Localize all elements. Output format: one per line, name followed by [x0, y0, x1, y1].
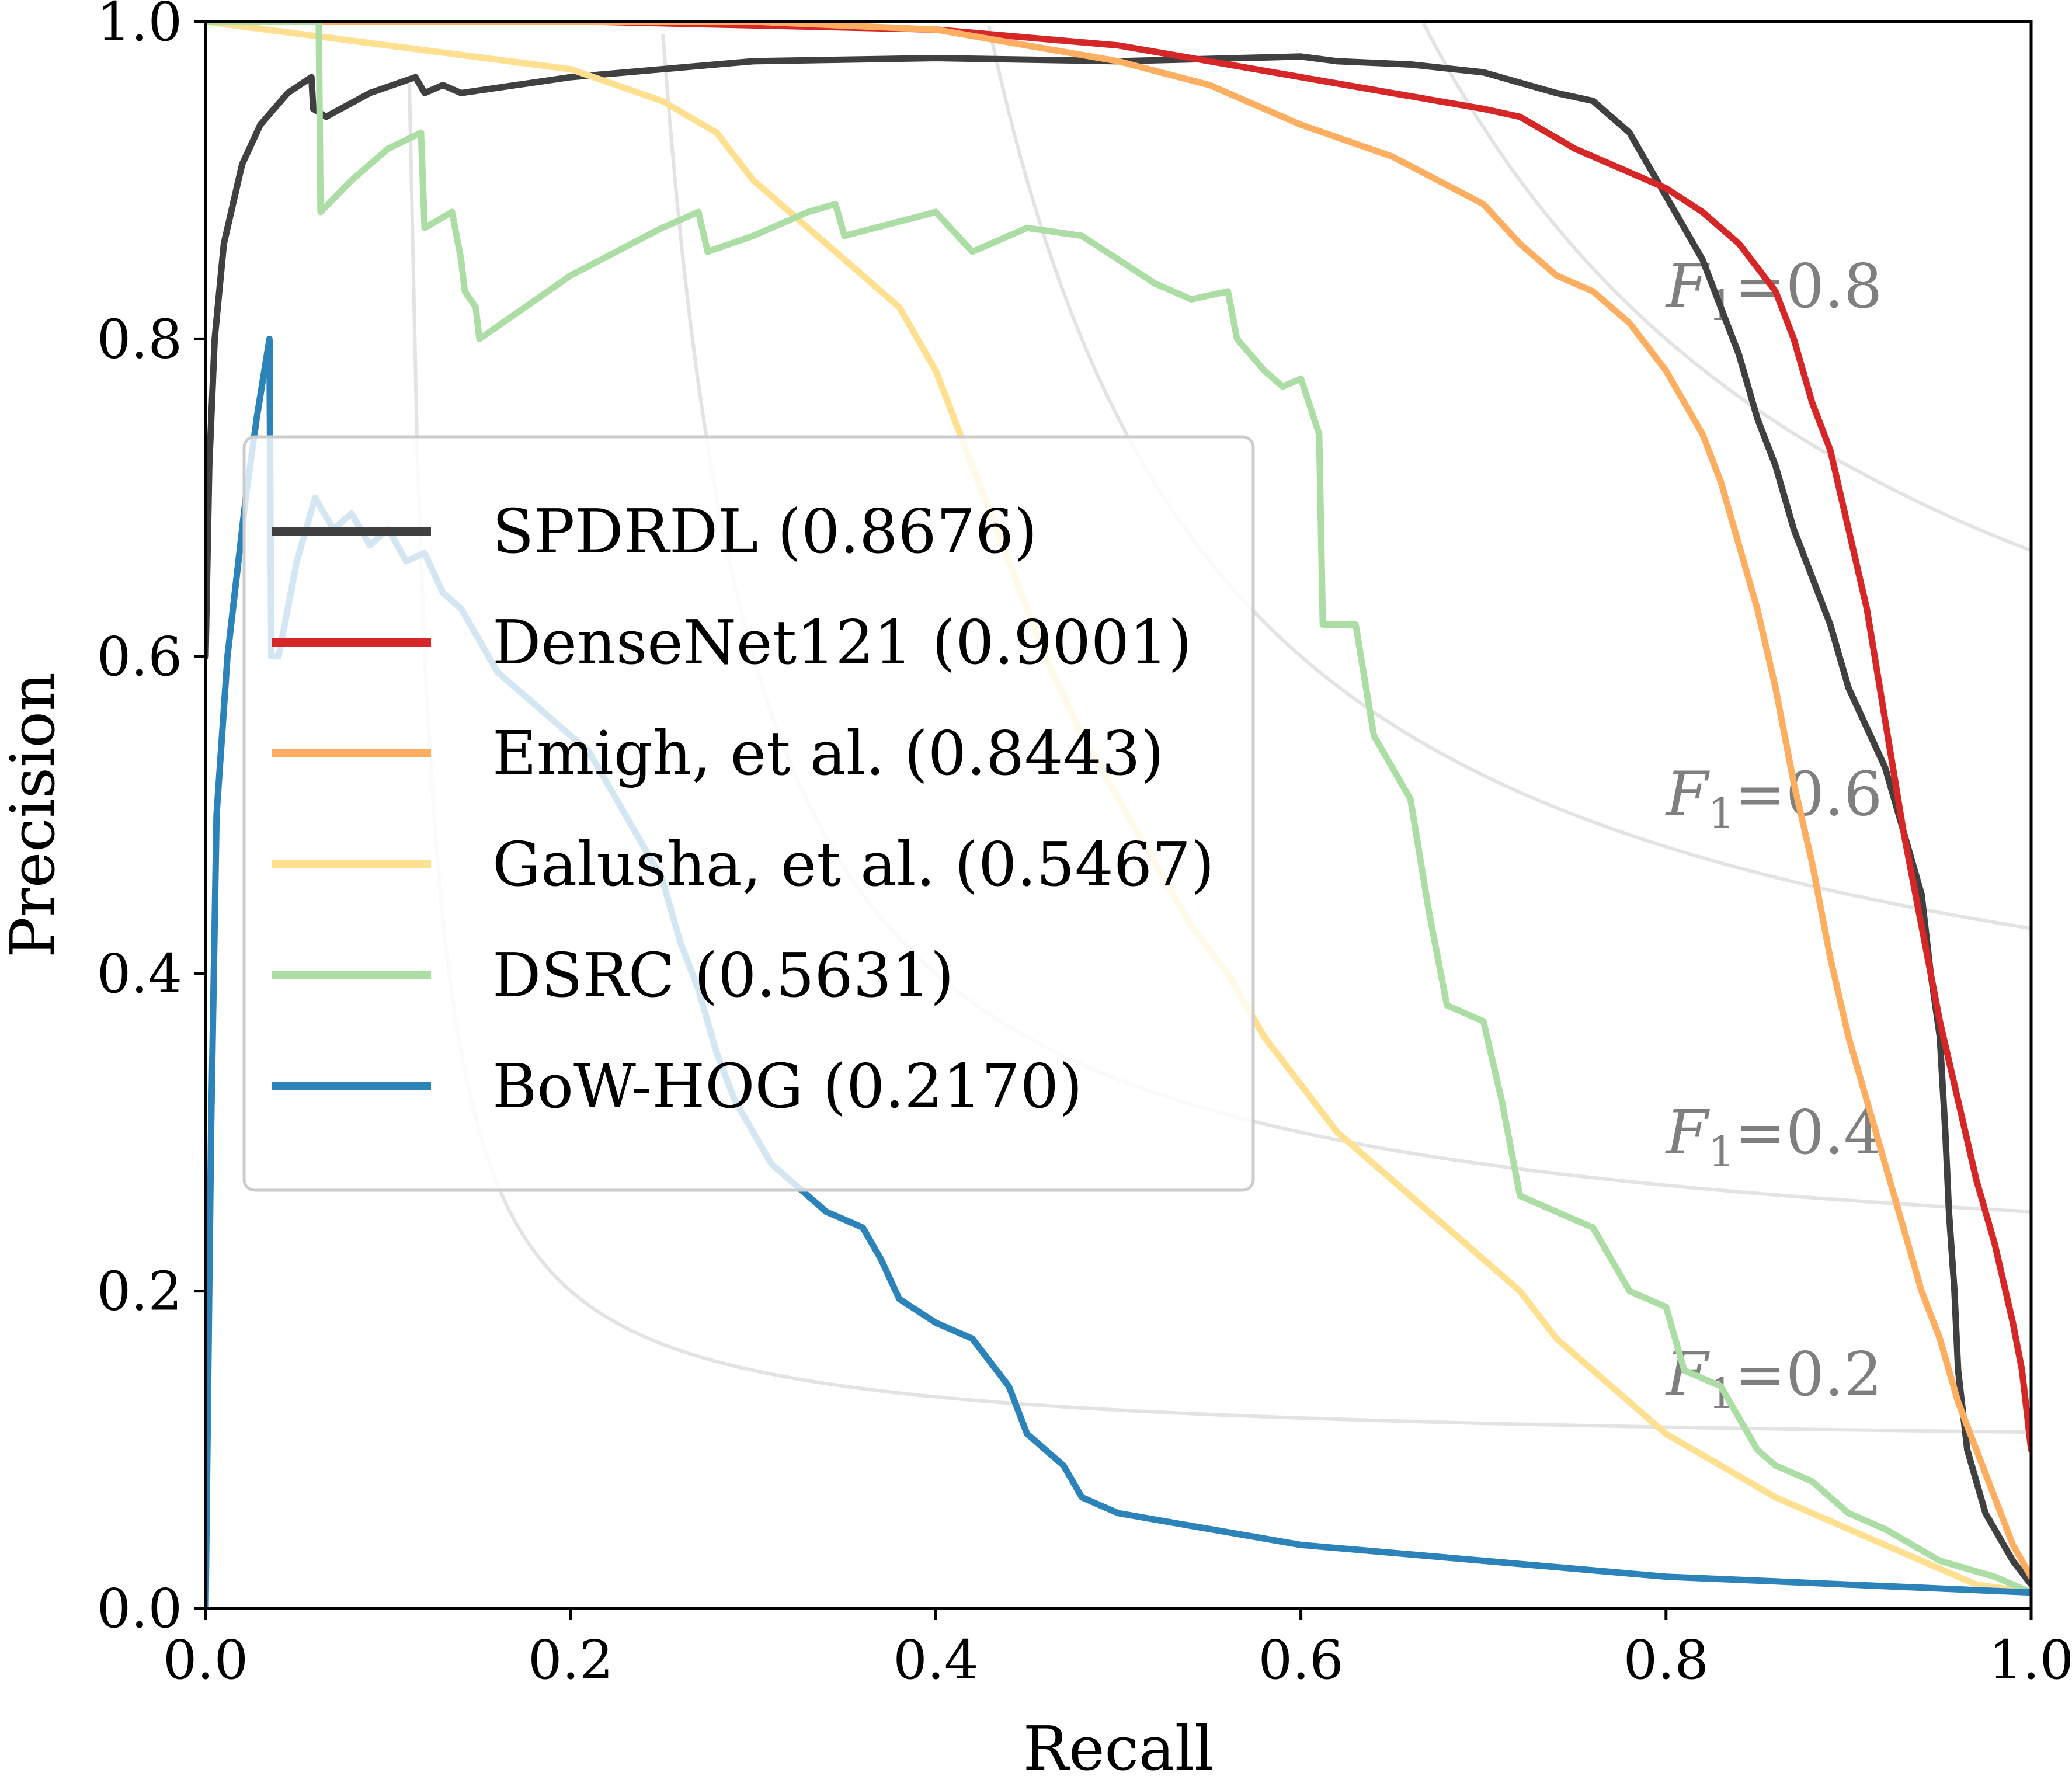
y-axis-title: Precision	[0, 672, 68, 958]
y-tick-label: 0.2	[97, 1260, 182, 1323]
iso-f1-curve-0	[407, 83, 2031, 1434]
x-tick-label: 0.4	[893, 1629, 978, 1691]
legend-label: DSRC (0.5631)	[492, 940, 954, 1011]
series-line-2	[206, 22, 2031, 1580]
legend-label: BoW-HOG (0.2170)	[492, 1051, 1083, 1122]
series-line-4	[206, 22, 2031, 1596]
plot-frame	[204, 20, 2033, 1610]
legend-label: Emigh, et al. (0.8443)	[492, 718, 1164, 789]
iso-f1-label-1: F1=0.4	[1665, 1097, 1883, 1176]
x-axis-title: Recall	[1023, 1713, 1214, 1776]
series-line-1	[586, 22, 2031, 1453]
iso-f1-label-3: F1=0.8	[1665, 251, 1883, 330]
y-tick-label: 0.8	[97, 308, 182, 370]
y-tick-label: 1.0	[97, 0, 182, 53]
legend-label: DenseNet121 (0.9001)	[492, 607, 1192, 678]
x-tick-label: 1.0	[1988, 1629, 2072, 1691]
x-tick-label: 0.6	[1258, 1629, 1343, 1691]
x-tick-label: 0.2	[528, 1629, 613, 1691]
y-tick-label: 0.4	[97, 943, 182, 1005]
y-tick-label: 0.6	[97, 625, 182, 688]
legend-box	[242, 435, 1255, 1192]
legend-label: SPDRDL (0.8676)	[492, 496, 1037, 567]
legend-label: Galusha, et al. (0.5467)	[492, 829, 1215, 900]
x-tick-label: 0.8	[1623, 1629, 1709, 1691]
x-tick-label: 0.0	[163, 1629, 248, 1691]
iso-f1-label-2: F1=0.6	[1665, 759, 1883, 838]
iso-f1-curve-3	[1421, 22, 2031, 552]
y-tick-label: 0.0	[97, 1577, 182, 1640]
legend: SPDRDL (0.8676) DenseNet121 (0.9001) Emigh…	[242, 435, 1255, 1192]
